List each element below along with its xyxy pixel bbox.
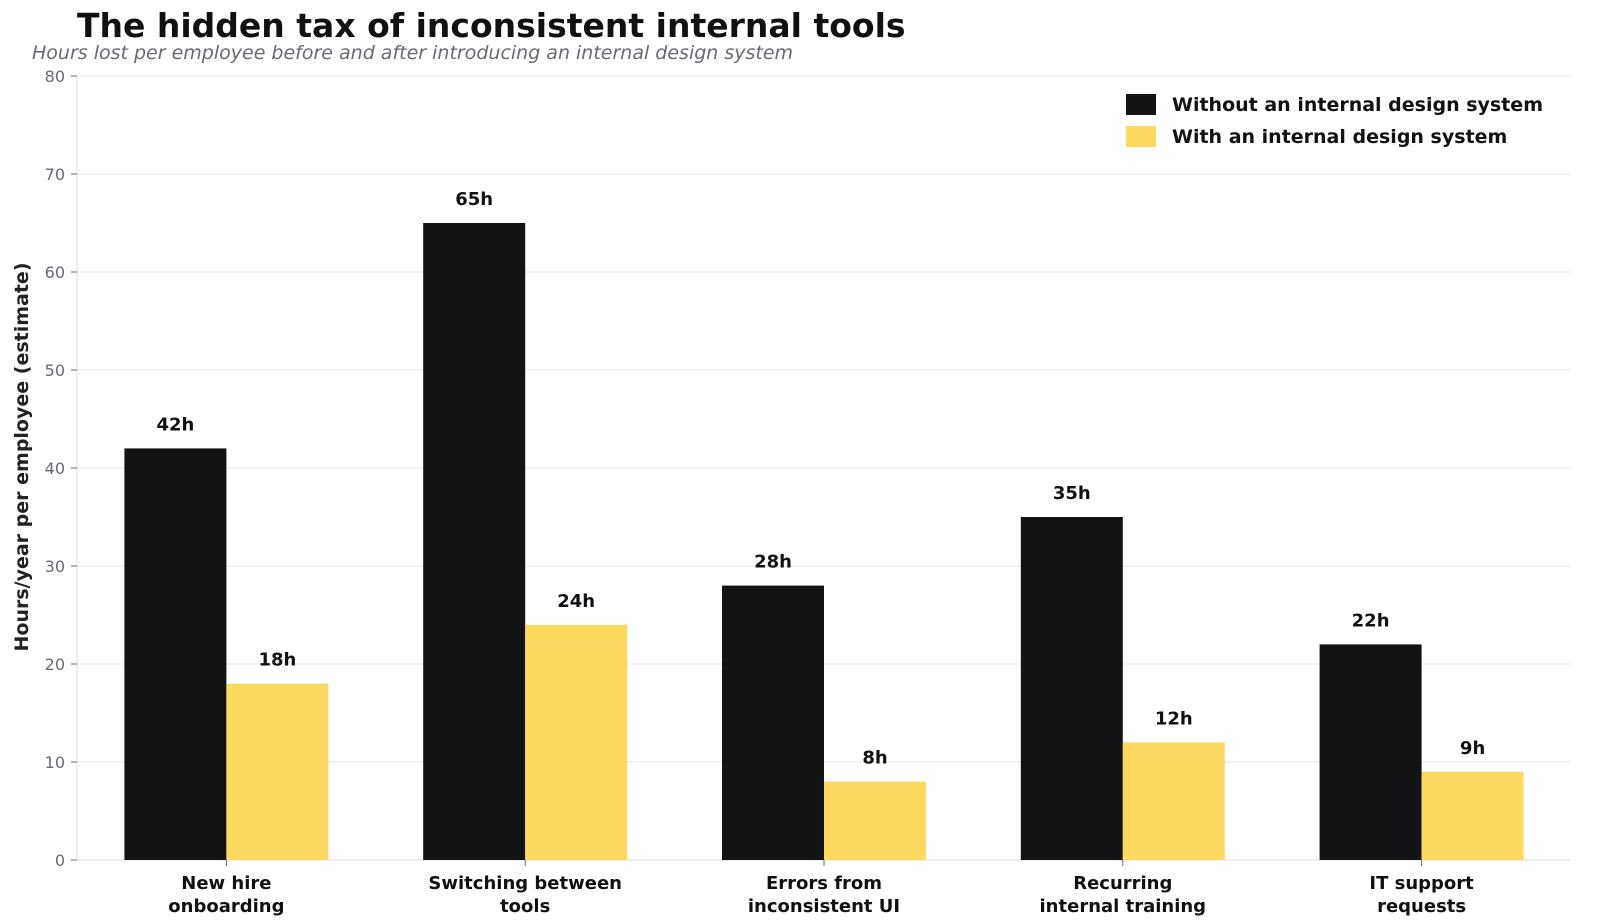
legend-label-without: Without an internal design system (1172, 94, 1543, 116)
bar-data-label: 9h (1460, 738, 1485, 759)
bar-with-design-system (1122, 742, 1225, 860)
y-tick-label: 10 (45, 753, 65, 772)
bar-data-label: 65h (455, 189, 493, 210)
legend-label-with: With an internal design system (1172, 126, 1507, 148)
bar-without-design-system (124, 448, 227, 860)
y-tick-label: 30 (45, 557, 65, 576)
y-tick-label: 60 (45, 263, 65, 282)
y-tick-label: 80 (45, 67, 65, 86)
y-tick-label: 0 (55, 851, 65, 870)
chart-subtitle: Hours lost per employee before and after… (32, 42, 794, 64)
x-category-label: Recurring (1073, 873, 1172, 894)
x-category-label: Switching between (428, 873, 622, 894)
bar-without-design-system (423, 223, 526, 860)
bar-without-design-system (722, 585, 824, 860)
bar-data-label: 35h (1053, 483, 1091, 504)
x-category-label: tools (500, 896, 550, 917)
legend-swatch-with (1126, 126, 1156, 147)
x-category-label: Errors from (766, 873, 882, 894)
x-category-label: onboarding (168, 896, 284, 917)
bar-data-label: 22h (1352, 610, 1390, 631)
bar-with-design-system (525, 624, 628, 860)
y-axis-label: Hours/year per employee (estimate) (11, 262, 33, 651)
x-category-label: IT support (1369, 873, 1474, 894)
bar-with-design-system (226, 683, 329, 860)
y-axis-ticks: 0 10 20 30 40 50 60 70 80 (45, 67, 77, 870)
bar-data-label: 18h (258, 650, 296, 671)
data-labels: 42h 18h 65h 24h 28h 8h 35h 12h 22h 9h (156, 189, 1485, 769)
y-tick-label: 20 (45, 655, 65, 674)
bar-with-design-system (1421, 771, 1524, 860)
bar-data-label: 8h (862, 748, 887, 769)
bars (124, 223, 1524, 860)
x-category-label: inconsistent UI (748, 896, 900, 917)
bar-without-design-system (1319, 644, 1422, 860)
legend-swatch-without (1126, 94, 1156, 115)
legend: Without an internal design system With a… (1126, 94, 1543, 148)
bar-data-label: 12h (1155, 708, 1193, 729)
chart-title: The hidden tax of inconsistent internal … (77, 6, 906, 45)
x-category-label: New hire (181, 873, 271, 894)
bar-data-label: 28h (754, 552, 792, 573)
bar-with-design-system (824, 781, 926, 860)
y-tick-label: 40 (45, 459, 65, 478)
bar-without-design-system (1020, 517, 1123, 860)
y-tick-label: 70 (45, 165, 65, 184)
x-category-label: internal training (1040, 896, 1207, 917)
y-tick-label: 50 (45, 361, 65, 380)
bar-data-label: 42h (156, 414, 194, 435)
x-category-label: requests (1377, 896, 1466, 917)
bar-data-label: 24h (557, 591, 595, 612)
